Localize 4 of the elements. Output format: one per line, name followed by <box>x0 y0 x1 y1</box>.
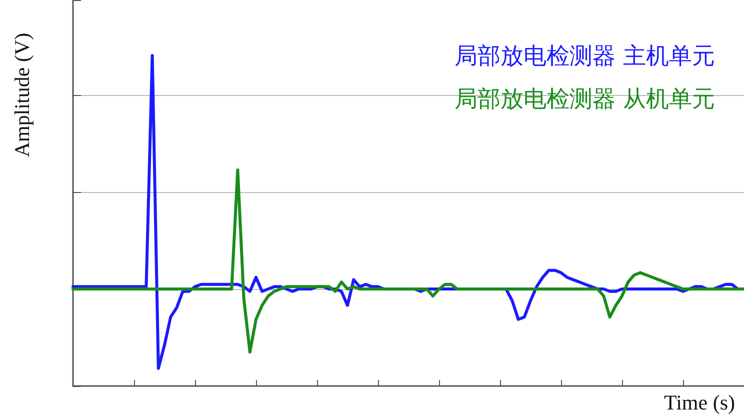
text: 局部放电检测器 主机单元 <box>454 44 715 70</box>
x-axis-title: Time (s) <box>664 390 735 414</box>
y-axis-title: Amplitude (V) <box>10 32 34 158</box>
text: 局部放电检测器 从机单元 <box>454 86 715 112</box>
